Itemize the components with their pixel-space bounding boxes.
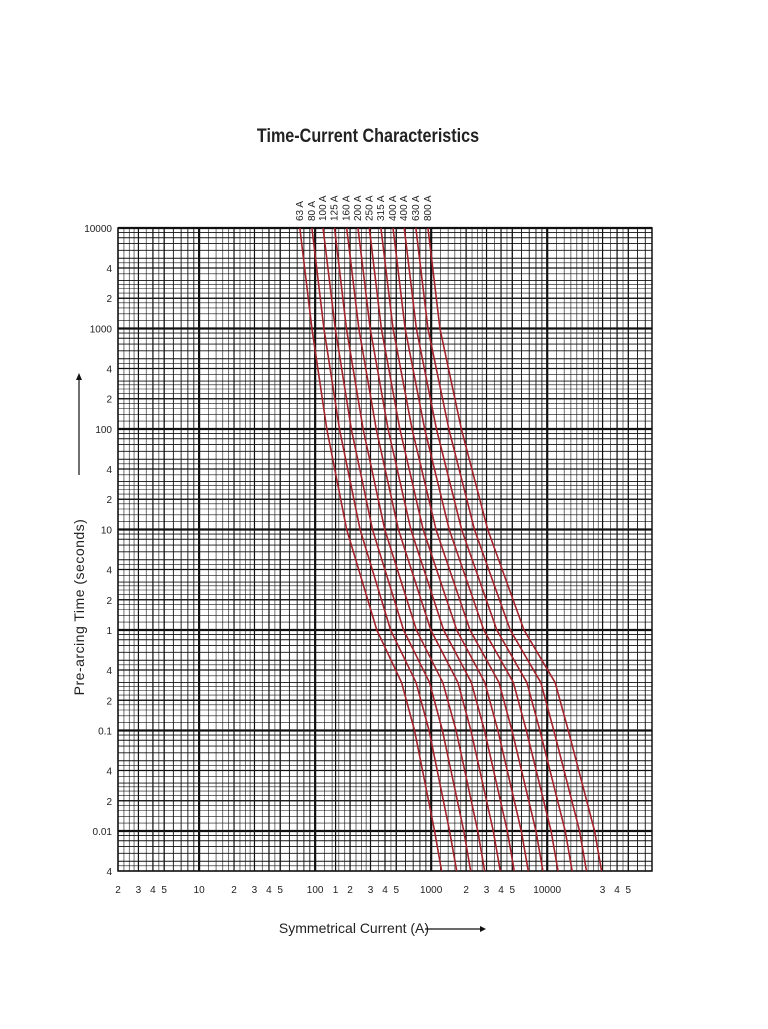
y-tick-label: 2 bbox=[106, 395, 112, 406]
y-tick-label: 2 bbox=[106, 495, 112, 506]
x-tick-label: 5 bbox=[393, 885, 399, 896]
y-tick-label: 100 bbox=[95, 425, 112, 436]
x-tick-label: 10000 bbox=[533, 885, 561, 896]
fuse-curve bbox=[415, 227, 588, 872]
x-tick-label: 5 bbox=[626, 885, 632, 896]
series-label: 80 A bbox=[307, 201, 318, 221]
x-tick-label: 1000 bbox=[420, 885, 443, 896]
y-tick-label: 1000 bbox=[90, 325, 113, 336]
series-label: 100 A bbox=[318, 195, 329, 221]
x-tick-label: 10 bbox=[194, 885, 206, 896]
y-tick-label: 2 bbox=[106, 294, 112, 305]
fuse-curve bbox=[357, 227, 516, 872]
x-arrowhead bbox=[480, 926, 486, 932]
fuse-curve bbox=[392, 227, 559, 872]
series-label: 400 A bbox=[399, 195, 410, 221]
series-label: 63 A bbox=[295, 201, 306, 221]
x-tick-label: 1 bbox=[333, 885, 339, 896]
x-tick-label: 2 bbox=[115, 885, 121, 896]
series-label: 125 A bbox=[330, 195, 341, 221]
x-tick-label: 2 bbox=[231, 885, 237, 896]
x-tick-label: 3 bbox=[252, 885, 258, 896]
fuse-curve bbox=[333, 227, 486, 872]
y-tick-label: 0.01 bbox=[93, 827, 113, 838]
y-tick-label: 0.1 bbox=[98, 727, 112, 738]
fuse-curve bbox=[403, 227, 573, 872]
y-tick-label: 4 bbox=[106, 364, 112, 375]
fuse-curve bbox=[322, 227, 472, 872]
x-tick-label: 3 bbox=[368, 885, 374, 896]
fuse-curve bbox=[427, 227, 603, 872]
series-label: 200 A bbox=[353, 195, 364, 221]
y-arrowhead bbox=[76, 373, 82, 380]
plot-frame bbox=[117, 227, 653, 872]
x-tick-label: 4 bbox=[150, 885, 156, 896]
x-tick-label: 5 bbox=[509, 885, 515, 896]
y-tick-label: 4 bbox=[106, 867, 112, 878]
y-tick-label: 10000 bbox=[84, 224, 112, 235]
x-tick-label: 5 bbox=[161, 885, 167, 896]
y-tick-label: 2 bbox=[106, 596, 112, 607]
y-tick-label: 1 bbox=[106, 626, 112, 637]
series-label: 315 A bbox=[376, 195, 387, 221]
x-axis-label: Symmetrical Current (A) bbox=[279, 920, 429, 936]
fuse-curve bbox=[299, 227, 443, 872]
y-tick-label: 4 bbox=[106, 666, 112, 677]
x-tick-label: 3 bbox=[484, 885, 490, 896]
fuse-curve bbox=[380, 227, 544, 872]
series-label: 400 A bbox=[388, 195, 399, 221]
y-tick-label: 2 bbox=[106, 696, 112, 707]
series-label: 250 A bbox=[364, 195, 375, 221]
y-tick-label: 4 bbox=[106, 264, 112, 275]
series-label: 160 A bbox=[342, 195, 353, 221]
x-tick-label: 2 bbox=[347, 885, 353, 896]
y-tick-label: 4 bbox=[106, 766, 112, 777]
series-label: 800 A bbox=[423, 195, 434, 221]
y-axis-label: Pre-arcing Time (seconds) bbox=[71, 519, 87, 696]
x-tick-label: 100 bbox=[307, 885, 324, 896]
x-tick-label: 4 bbox=[498, 885, 504, 896]
y-tick-label: 4 bbox=[106, 465, 112, 476]
y-tick-label: 10 bbox=[101, 526, 113, 537]
y-tick-label: 4 bbox=[106, 565, 112, 576]
x-tick-label: 4 bbox=[382, 885, 388, 896]
fuse-curve bbox=[345, 227, 502, 872]
fuse-curve bbox=[368, 227, 530, 872]
x-tick-label: 3 bbox=[600, 885, 606, 896]
x-tick-label: 2 bbox=[463, 885, 469, 896]
chart-title: Time-Current Characteristics bbox=[257, 125, 479, 147]
series-label: 630 A bbox=[411, 195, 422, 221]
x-tick-label: 5 bbox=[277, 885, 283, 896]
x-tick-label: 4 bbox=[266, 885, 272, 896]
y-tick-label: 2 bbox=[106, 797, 112, 808]
fuse-curve bbox=[311, 227, 458, 872]
x-tick-label: 4 bbox=[614, 885, 620, 896]
x-tick-label: 3 bbox=[136, 885, 142, 896]
